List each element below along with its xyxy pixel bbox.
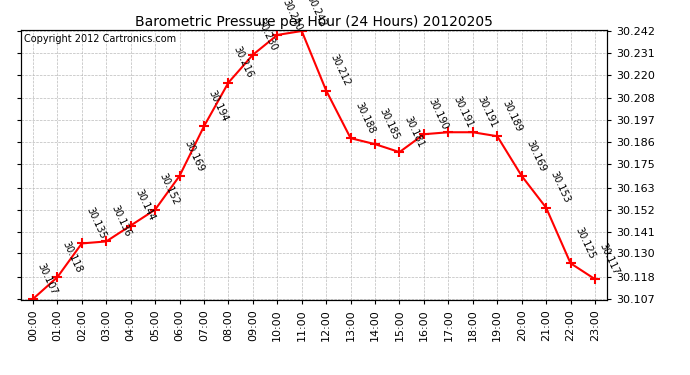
Text: 30.190: 30.190 (426, 97, 450, 132)
Text: 30.169: 30.169 (182, 138, 206, 173)
Text: 30.230: 30.230 (255, 17, 279, 52)
Text: 30.153: 30.153 (549, 170, 572, 205)
Text: 30.216: 30.216 (231, 45, 255, 80)
Text: 30.185: 30.185 (378, 106, 401, 141)
Text: 30.152: 30.152 (158, 172, 181, 207)
Text: 30.135: 30.135 (85, 206, 108, 241)
Text: 30.189: 30.189 (500, 99, 523, 134)
Text: Copyright 2012 Cartronics.com: Copyright 2012 Cartronics.com (23, 34, 176, 44)
Text: 30.191: 30.191 (451, 95, 475, 129)
Text: 30.240: 30.240 (280, 0, 304, 32)
Text: 30.118: 30.118 (60, 240, 83, 274)
Text: 30.194: 30.194 (207, 89, 230, 123)
Text: 30.125: 30.125 (573, 226, 597, 261)
Text: 30.107: 30.107 (36, 261, 59, 296)
Text: 30.136: 30.136 (109, 204, 132, 238)
Text: 30.169: 30.169 (524, 138, 548, 173)
Title: Barometric Pressure per Hour (24 Hours) 20120205: Barometric Pressure per Hour (24 Hours) … (135, 15, 493, 29)
Text: 30.144: 30.144 (133, 188, 157, 223)
Text: 30.242: 30.242 (304, 0, 328, 28)
Text: 30.212: 30.212 (329, 53, 353, 88)
Text: 30.181: 30.181 (402, 115, 426, 149)
Text: 30.117: 30.117 (598, 242, 621, 276)
Text: 30.188: 30.188 (353, 101, 377, 135)
Text: 30.191: 30.191 (475, 95, 499, 129)
